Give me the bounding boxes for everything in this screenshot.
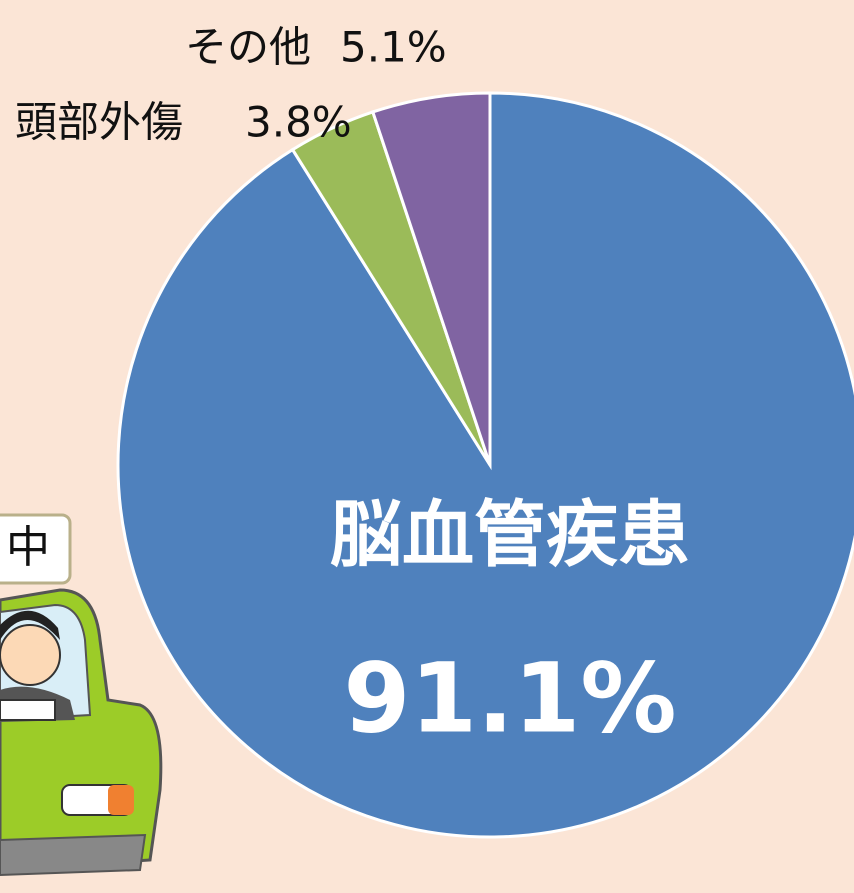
value-label: 3.8% <box>245 98 352 147</box>
pie-slice <box>116 91 854 839</box>
value-label: 5.1% <box>340 23 447 72</box>
value-label: 91.1% <box>343 642 676 754</box>
category-label: 脳血管疾患 <box>330 493 690 577</box>
car-illustration <box>0 513 163 877</box>
category-label: その他 <box>185 23 311 72</box>
category-label: 頭部外傷 <box>15 98 183 147</box>
pie-slice <box>370 91 492 466</box>
sign-text: 中 <box>6 522 50 573</box>
